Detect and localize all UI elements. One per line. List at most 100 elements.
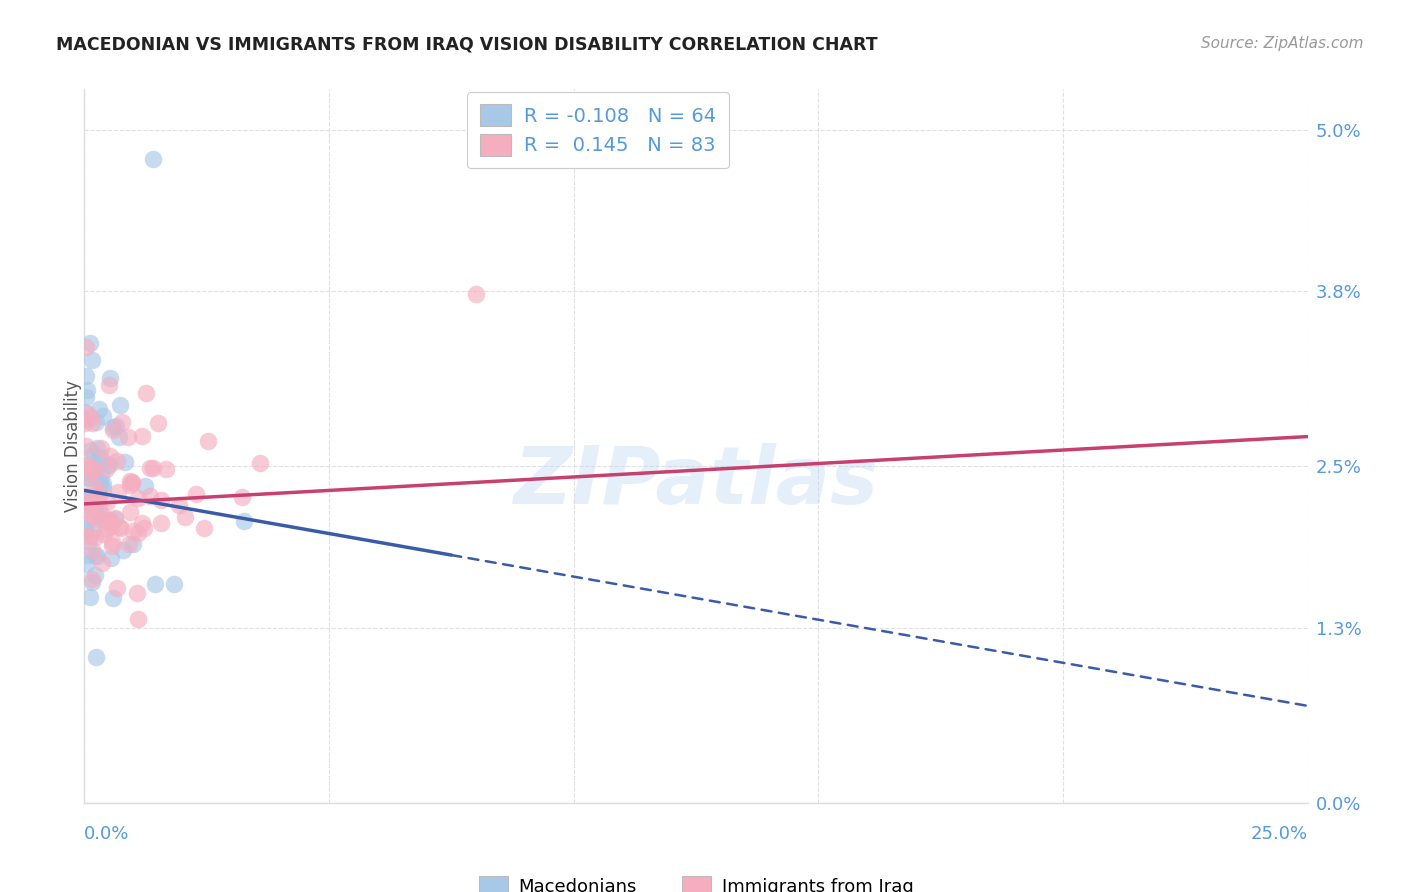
Point <box>82 510 104 524</box>
Point <box>83 491 105 506</box>
Point <box>122 536 145 550</box>
Point <box>75 557 97 571</box>
Point <box>96 512 118 526</box>
Point <box>98 458 121 472</box>
Point <box>82 496 104 510</box>
Point <box>75 529 97 543</box>
Point <box>89 475 111 489</box>
Point <box>80 461 103 475</box>
Point <box>80 542 103 557</box>
Point <box>139 489 162 503</box>
Point <box>83 479 105 493</box>
Point <box>84 548 107 562</box>
Point <box>142 460 165 475</box>
Point <box>79 491 101 505</box>
Point <box>87 510 110 524</box>
Point <box>127 612 149 626</box>
Point <box>77 407 100 421</box>
Point <box>75 490 97 504</box>
Point <box>75 405 97 419</box>
Point <box>77 463 100 477</box>
Point <box>84 497 107 511</box>
Point <box>104 512 127 526</box>
Point <box>75 522 97 536</box>
Point <box>100 551 122 566</box>
Point <box>163 577 186 591</box>
Legend: Macedonians, Immigrants from Iraq: Macedonians, Immigrants from Iraq <box>471 869 921 892</box>
Point <box>87 500 110 515</box>
Text: Source: ZipAtlas.com: Source: ZipAtlas.com <box>1201 36 1364 51</box>
Point <box>91 482 114 496</box>
Point <box>91 476 114 491</box>
Point <box>135 386 157 401</box>
Point <box>75 495 97 509</box>
Point <box>83 522 105 536</box>
Point <box>80 572 103 586</box>
Point <box>79 336 101 351</box>
Point <box>84 468 107 483</box>
Point <box>90 508 112 522</box>
Point <box>105 454 128 468</box>
Point <box>89 457 111 471</box>
Point <box>90 469 112 483</box>
Point <box>148 417 170 431</box>
Point <box>117 537 139 551</box>
Point <box>132 521 155 535</box>
Point <box>121 475 143 489</box>
Point <box>97 457 120 471</box>
Point <box>80 500 103 514</box>
Point <box>104 511 127 525</box>
Point <box>105 419 128 434</box>
Point <box>125 586 148 600</box>
Point <box>120 505 142 519</box>
Point <box>184 487 207 501</box>
Point <box>108 429 131 443</box>
Point <box>139 461 162 475</box>
Point <box>117 430 139 444</box>
Point <box>91 409 114 423</box>
Point <box>111 542 134 557</box>
Point <box>143 577 166 591</box>
Point <box>87 401 110 416</box>
Text: 25.0%: 25.0% <box>1250 825 1308 843</box>
Point <box>94 462 117 476</box>
Point <box>79 410 101 425</box>
Point <box>77 471 100 485</box>
Point <box>193 521 215 535</box>
Point <box>103 591 125 606</box>
Point <box>249 456 271 470</box>
Point <box>90 556 112 570</box>
Point <box>77 466 100 480</box>
Point <box>76 548 98 562</box>
Point <box>89 450 111 464</box>
Point <box>197 434 219 449</box>
Point <box>101 423 124 437</box>
Point <box>82 500 104 514</box>
Point <box>121 524 143 539</box>
Point <box>96 522 118 536</box>
Point <box>75 502 97 516</box>
Point <box>86 492 108 507</box>
Point <box>86 441 108 455</box>
Point <box>150 516 173 530</box>
Point <box>82 463 104 477</box>
Point <box>75 416 97 430</box>
Point <box>75 462 97 476</box>
Point <box>80 443 103 458</box>
Point <box>75 368 97 383</box>
Text: ZIPatlas: ZIPatlas <box>513 442 879 521</box>
Point <box>87 511 110 525</box>
Point <box>127 491 149 506</box>
Point <box>75 340 97 354</box>
Point <box>75 412 97 426</box>
Point <box>75 439 97 453</box>
Point <box>80 353 103 368</box>
Point <box>464 286 486 301</box>
Point <box>84 649 107 664</box>
Point <box>84 530 107 544</box>
Point <box>75 458 97 472</box>
Point <box>76 383 98 397</box>
Point <box>75 517 97 532</box>
Point <box>101 534 124 549</box>
Point <box>105 582 128 596</box>
